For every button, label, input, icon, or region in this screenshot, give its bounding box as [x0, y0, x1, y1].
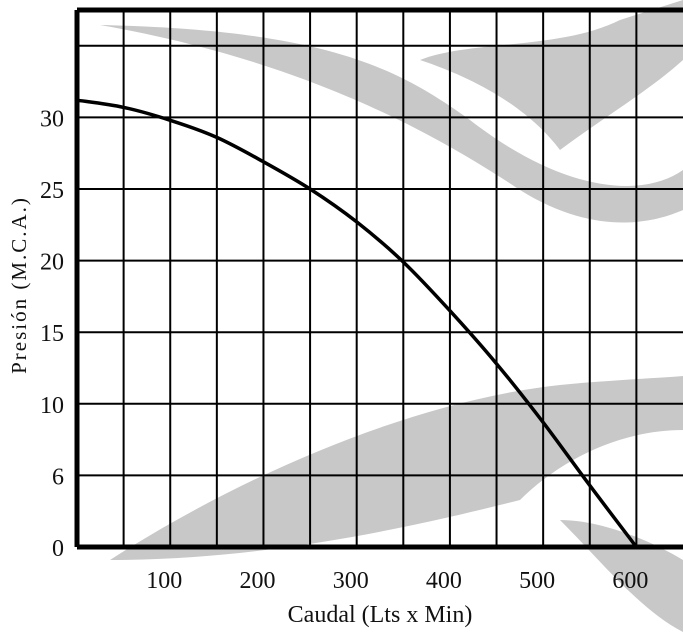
y-tick-label: 15 — [40, 321, 64, 347]
x-tick-label: 400 — [426, 568, 462, 594]
y-tick-label: 30 — [40, 106, 64, 132]
x-tick-label: 600 — [612, 568, 648, 594]
x-axis-title: Caudal (Lts x Min) — [288, 602, 473, 628]
y-tick-label: 25 — [40, 178, 64, 204]
y-tick-label: 10 — [40, 393, 64, 419]
x-tick-label: 300 — [333, 568, 369, 594]
x-tick-label: 100 — [146, 568, 182, 594]
x-tick-label: 500 — [519, 568, 555, 594]
y-tick-label: 0 — [52, 536, 64, 562]
y-tick-labels: 0 6 10 15 20 25 30 — [40, 106, 64, 562]
y-axis-title: Presión (M.C.A.) — [7, 196, 31, 374]
y-tick-label: 20 — [40, 250, 64, 276]
x-tick-labels: 100 200 300 400 500 600 — [146, 568, 648, 594]
y-tick-label: 6 — [52, 464, 64, 490]
x-tick-label: 200 — [239, 568, 275, 594]
series-line — [75, 98, 639, 549]
watermark-background — [100, 0, 683, 632]
